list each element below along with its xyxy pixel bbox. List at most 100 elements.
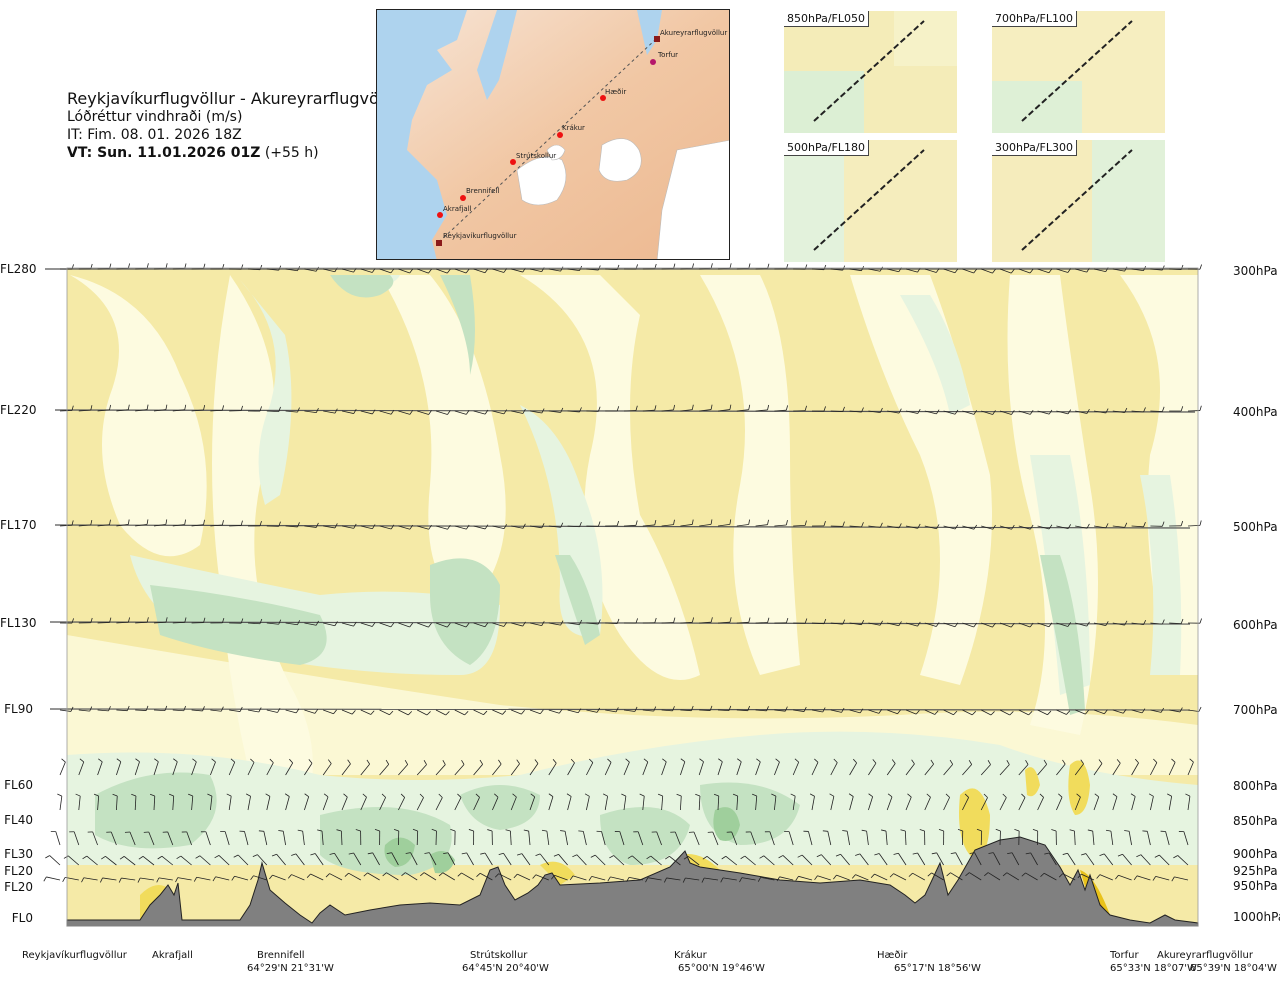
wind-barb-shaft <box>859 853 869 866</box>
wind-barb-flag <box>973 622 978 628</box>
wind-barb-flag <box>616 406 620 412</box>
wind-barb-shaft <box>253 875 267 881</box>
wind-barb-flag <box>1010 622 1015 628</box>
wind-barb-shaft <box>379 268 392 274</box>
wind-barb-flag <box>1198 706 1202 712</box>
wind-barb-shaft <box>417 268 429 274</box>
map-marker <box>437 212 443 218</box>
wind-barb-flag <box>1086 408 1090 414</box>
wind-barb-shaft <box>466 852 474 866</box>
wind-barb-flag <box>732 793 738 797</box>
wind-barb-flag <box>1124 522 1128 528</box>
wind-barb-shaft <box>1110 831 1114 846</box>
wind-barb-shaft <box>886 796 893 811</box>
wind-barb-shaft <box>473 709 484 716</box>
wind-barb-shaft <box>391 852 399 866</box>
wind-barb-shaft <box>535 874 549 881</box>
wind-barb-flag <box>973 410 978 415</box>
wind-barb-shaft <box>186 831 192 846</box>
wind-barb-flag <box>654 617 657 623</box>
wind-barb-shaft <box>304 525 317 528</box>
wind-barb-shaft <box>529 622 542 627</box>
wind-barb-shaft <box>1030 852 1038 866</box>
wind-barb-flag <box>823 406 826 412</box>
wind-barb-flag <box>297 407 300 413</box>
wind-barb-shaft <box>868 410 881 413</box>
wind-barb-flag <box>1105 829 1112 832</box>
wind-barb-flag <box>184 263 187 269</box>
map-label: Akrafjall <box>443 205 472 213</box>
wind-barb-shaft <box>97 761 103 776</box>
wind-barb-shaft <box>642 524 655 527</box>
wind-barb-shaft <box>348 872 361 881</box>
wind-barb-flag <box>797 854 803 858</box>
wind-barb-flag <box>295 708 300 714</box>
wind-barb-shaft <box>661 409 674 412</box>
wind-barb-shaft <box>341 268 354 273</box>
wind-barb-shaft <box>736 796 739 811</box>
wind-barb-shaft <box>980 764 991 776</box>
wind-barb-shaft <box>417 410 429 415</box>
wind-barb-shaft <box>454 764 465 776</box>
wind-barb-shaft <box>172 761 178 776</box>
wind-barb-shaft <box>1093 796 1100 811</box>
wind-barb-shaft <box>1150 622 1163 625</box>
wind-barb-shaft <box>821 854 832 866</box>
wind-barb-flag <box>635 405 638 411</box>
wind-barb-flag <box>109 617 112 623</box>
wind-barb-flag <box>541 621 545 626</box>
wind-barb-flag <box>63 855 69 859</box>
wind-barb-shaft <box>142 856 155 866</box>
wind-barb-shaft <box>642 409 655 412</box>
wind-barb-flag <box>297 522 300 528</box>
wind-barb-flag <box>907 793 912 798</box>
wind-barb-shaft <box>237 854 249 866</box>
wind-barb-shaft <box>517 873 531 881</box>
wind-barb-shaft <box>704 877 719 881</box>
panel-label: 500hPa/FL180 <box>784 140 870 156</box>
y-axis-right-label: 950hPa <box>1233 879 1278 893</box>
wind-barb-flag <box>43 876 47 882</box>
wind-barb-shaft <box>808 831 813 846</box>
wind-barb-flag <box>621 793 627 797</box>
wind-barb-shaft <box>1018 797 1026 811</box>
wind-barb-shaft <box>576 854 587 866</box>
wind-barb-shaft <box>619 831 625 846</box>
x-axis-waypoint-label: Torfur <box>1110 950 1139 961</box>
wind-barb-shaft <box>1187 796 1191 811</box>
wind-barb-shaft <box>755 761 761 776</box>
wind-barb-shaft <box>849 796 854 811</box>
wind-barb-shaft <box>830 622 843 625</box>
x-axis-waypoint-label: Brennifell <box>257 950 305 961</box>
wind-barb-flag <box>954 622 959 628</box>
wind-barb-flag <box>61 758 66 763</box>
wind-barb-shaft <box>849 622 862 626</box>
wind-barb-flag <box>137 877 141 883</box>
wind-barb-flag <box>291 853 297 856</box>
wind-barb-flag <box>829 793 835 797</box>
wind-barb-flag <box>62 877 66 882</box>
wind-barb-flag <box>476 872 481 877</box>
wind-barb-flag <box>778 855 784 859</box>
wind-barb-shaft <box>1103 853 1114 866</box>
wind-barb-shaft <box>360 763 370 776</box>
wind-barb-flag <box>891 759 896 764</box>
wind-barb-shaft <box>887 268 899 273</box>
wind-barb-flag <box>176 855 182 860</box>
map-label: Akureyrarflugvöllur <box>660 29 727 37</box>
wind-barb-shaft <box>1155 875 1170 881</box>
wind-barb-flag <box>1162 406 1165 412</box>
wind-barb-shaft <box>102 877 117 881</box>
wind-barb-shaft <box>229 525 242 527</box>
wind-barb-flag <box>127 404 130 410</box>
wind-barb-flag <box>541 408 545 414</box>
wind-barb-shaft <box>999 797 1007 811</box>
map-label: Krákur <box>562 124 585 132</box>
wind-barb-flag <box>428 410 432 415</box>
wind-barb-flag <box>570 758 575 764</box>
wind-barb-shaft <box>669 855 681 866</box>
wind-barb-shaft <box>410 852 418 866</box>
wind-barb-shaft <box>1011 852 1020 866</box>
wind-barb-shaft <box>135 523 148 527</box>
wind-barb-flag <box>146 404 149 410</box>
